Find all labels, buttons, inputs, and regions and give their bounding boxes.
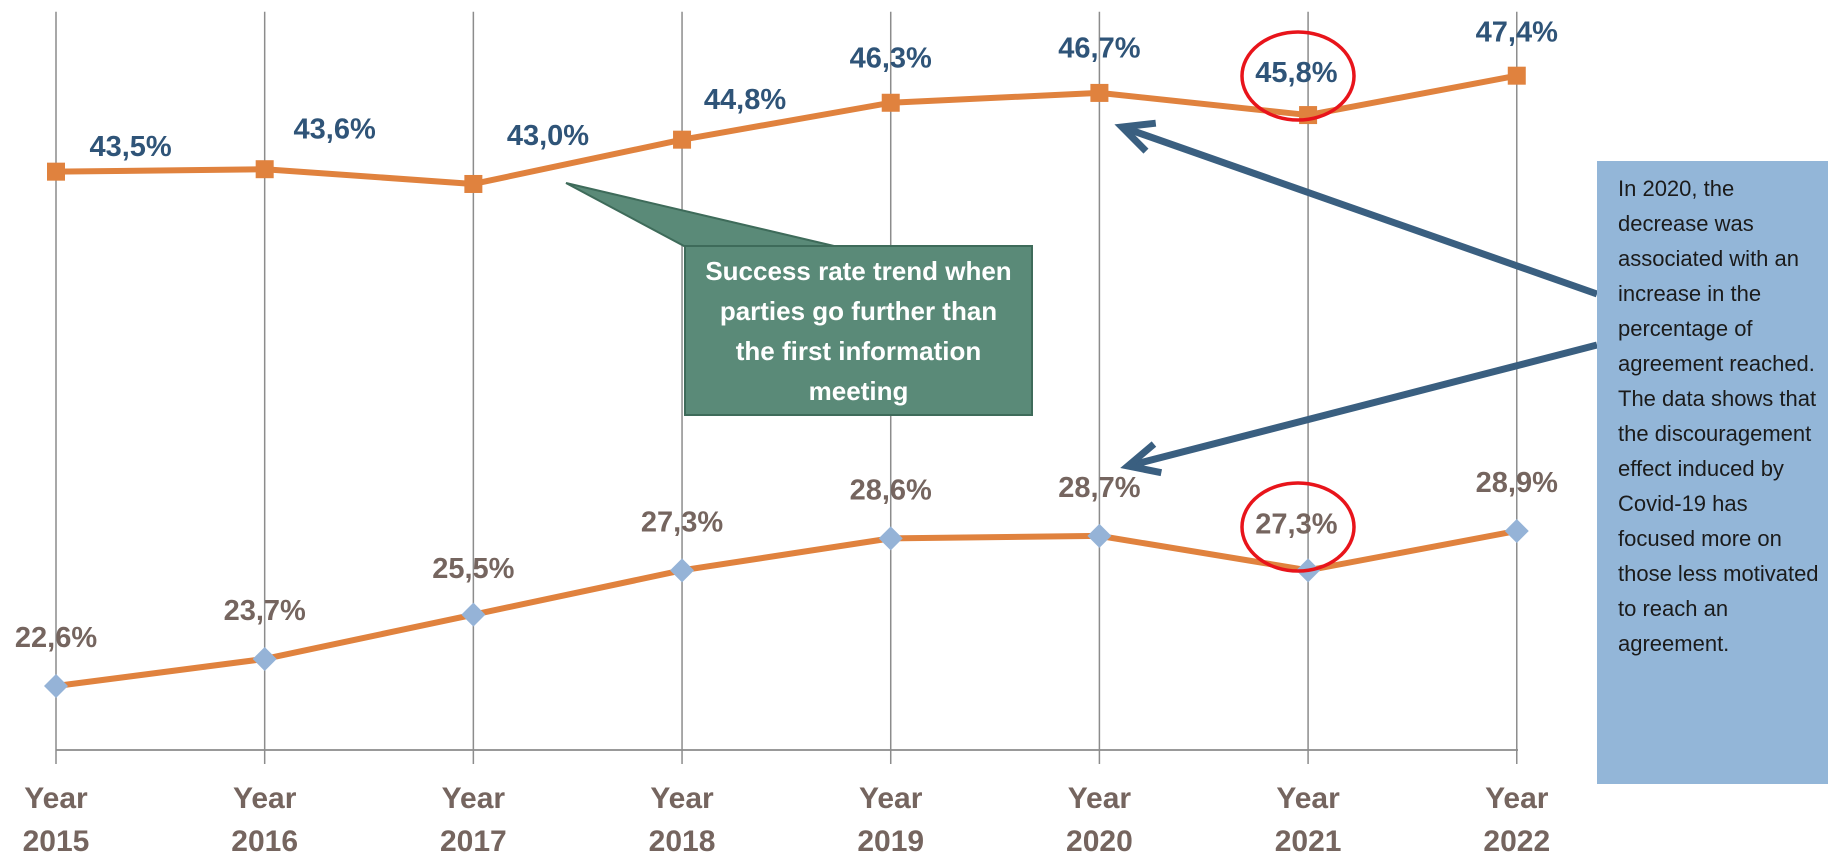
highlight-circle — [1240, 481, 1356, 573]
x-tick-label: Year 2016 — [231, 782, 299, 858]
data-label: 46,7% — [1058, 32, 1140, 64]
marker — [878, 526, 903, 551]
arrow-head — [1114, 119, 1157, 154]
data-label: 44,8% — [704, 84, 786, 116]
data-label: 46,3% — [850, 42, 932, 74]
marker — [1504, 518, 1529, 543]
x-tick-label: Year 2019 — [857, 782, 925, 858]
marker — [670, 558, 695, 583]
marker — [1087, 523, 1112, 548]
marker — [1507, 66, 1526, 85]
side-note: In 2020, the decrease was associated wit… — [1597, 161, 1828, 784]
marker — [252, 646, 277, 671]
series-line — [55, 528, 1518, 689]
marker — [44, 674, 68, 699]
x-tick-label: Year 2017 — [439, 782, 507, 858]
marker — [255, 160, 274, 179]
data-label: 43,5% — [89, 131, 171, 163]
marker — [673, 130, 692, 149]
data-label: 27,3% — [1255, 509, 1337, 541]
data-label: 43,6% — [294, 113, 376, 145]
x-tick-label: Year 2018 — [648, 782, 716, 858]
marker — [1090, 83, 1109, 102]
data-label: 25,5% — [432, 553, 514, 585]
callout: Success rate trend when parties go furth… — [684, 245, 1033, 416]
data-label: 45,8% — [1255, 57, 1337, 89]
callout-pointer — [565, 182, 835, 247]
data-label: 28,9% — [1476, 467, 1558, 499]
data-label: 28,7% — [1058, 472, 1140, 504]
side-note-text: In 2020, the decrease was associated wit… — [1618, 176, 1815, 376]
x-tick-label: Year 2021 — [1274, 782, 1342, 858]
marker — [881, 93, 900, 112]
side-note-text: The data shows that the discouragement e… — [1618, 386, 1819, 656]
x-tick-label: Year 2022 — [1483, 782, 1551, 858]
marker — [464, 174, 483, 193]
arrow — [1127, 341, 1598, 470]
data-label: 28,6% — [850, 474, 932, 506]
arrow-head — [1120, 441, 1163, 477]
data-label: 22,6% — [15, 622, 97, 654]
arrow — [1120, 123, 1599, 298]
x-tick-label: Year 2020 — [1066, 782, 1133, 858]
marker — [461, 602, 486, 627]
highlight-circle — [1240, 30, 1356, 122]
data-label: 23,7% — [224, 595, 306, 627]
data-label: 43,0% — [507, 120, 589, 152]
series-line — [55, 72, 1518, 187]
marker — [47, 162, 65, 181]
data-label: 47,4% — [1476, 16, 1558, 48]
x-tick-label: Year 2015 — [22, 782, 90, 858]
data-label: 27,3% — [641, 506, 723, 538]
